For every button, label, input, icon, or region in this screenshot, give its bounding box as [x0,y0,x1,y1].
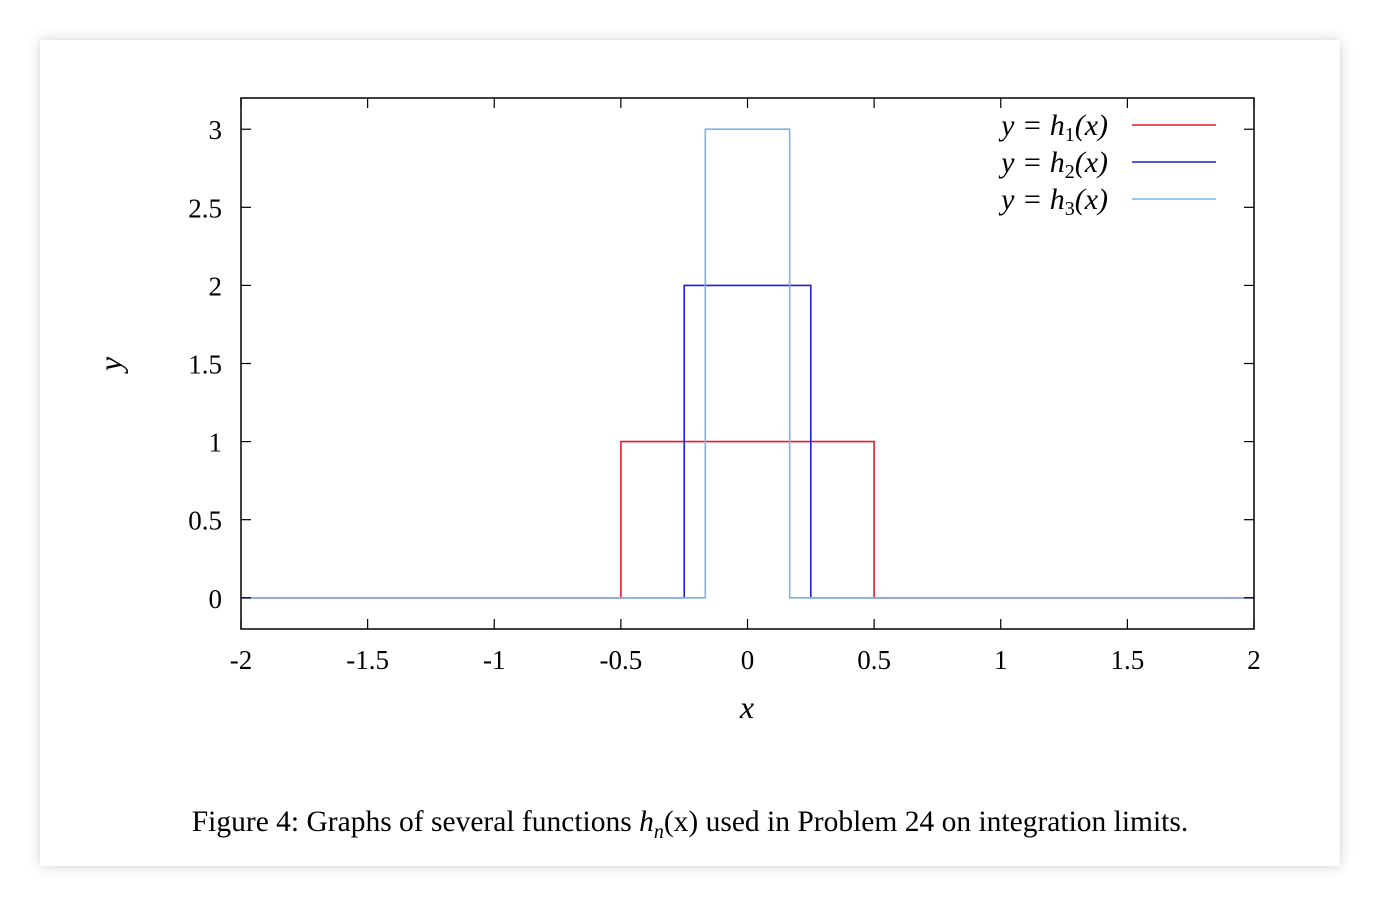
caption-math-h: h [639,806,654,838]
y-tick-label: 3 [209,115,223,145]
x-tick-label: -1.5 [346,645,389,675]
x-axis-title: x [739,689,754,725]
x-tick-label: 1 [994,645,1008,675]
x-tick-label: 0.5 [857,645,891,675]
y-tick-label: 2.5 [188,193,222,223]
y-axis-title: y [92,356,128,374]
legend-label-h1: y = h1(x) [998,109,1108,146]
x-tick-label: -2 [230,645,253,675]
y-tick-label: 0.5 [188,506,222,536]
figure-caption: Figure 4: Graphs of several functions hn… [0,806,1380,844]
legend-label-h3: y = h3(x) [998,183,1108,220]
series-layer [241,128,1254,599]
y-tick-label: 1.5 [188,350,222,380]
caption-prefix: Figure 4: Graphs of several functions [191,806,640,838]
x-tick-label: 1.5 [1111,645,1145,675]
figure-card [40,40,1340,866]
ticks-layer: -2 -1.5 -1 -0.5 0 0.5 1 1.5 2 0 0.5 1 1.5 2 2.5 3 [188,98,1261,675]
y-tick-label: 0 [209,584,223,614]
y-tick-label: 1 [209,428,223,458]
x-tick-label: -0.5 [600,645,643,675]
series-line-h3 [241,128,1254,599]
caption-suffix: used in Problem 24 on integration limits… [698,806,1189,838]
legend-label-h2: y = h2(x) [998,146,1108,183]
plot-frame [240,97,1255,630]
x-tick-label: 0 [741,645,755,675]
y-tick-label: 2 [209,271,223,301]
legend: y = h1(x)y = h2(x)y = h3(x) [998,109,1216,220]
x-tick-label: -1 [483,645,506,675]
caption-math-subscript: n [653,820,664,843]
series-line-h1 [241,440,1254,599]
x-tick-label: 2 [1247,645,1261,675]
caption-math-arg: (x) [663,806,699,838]
